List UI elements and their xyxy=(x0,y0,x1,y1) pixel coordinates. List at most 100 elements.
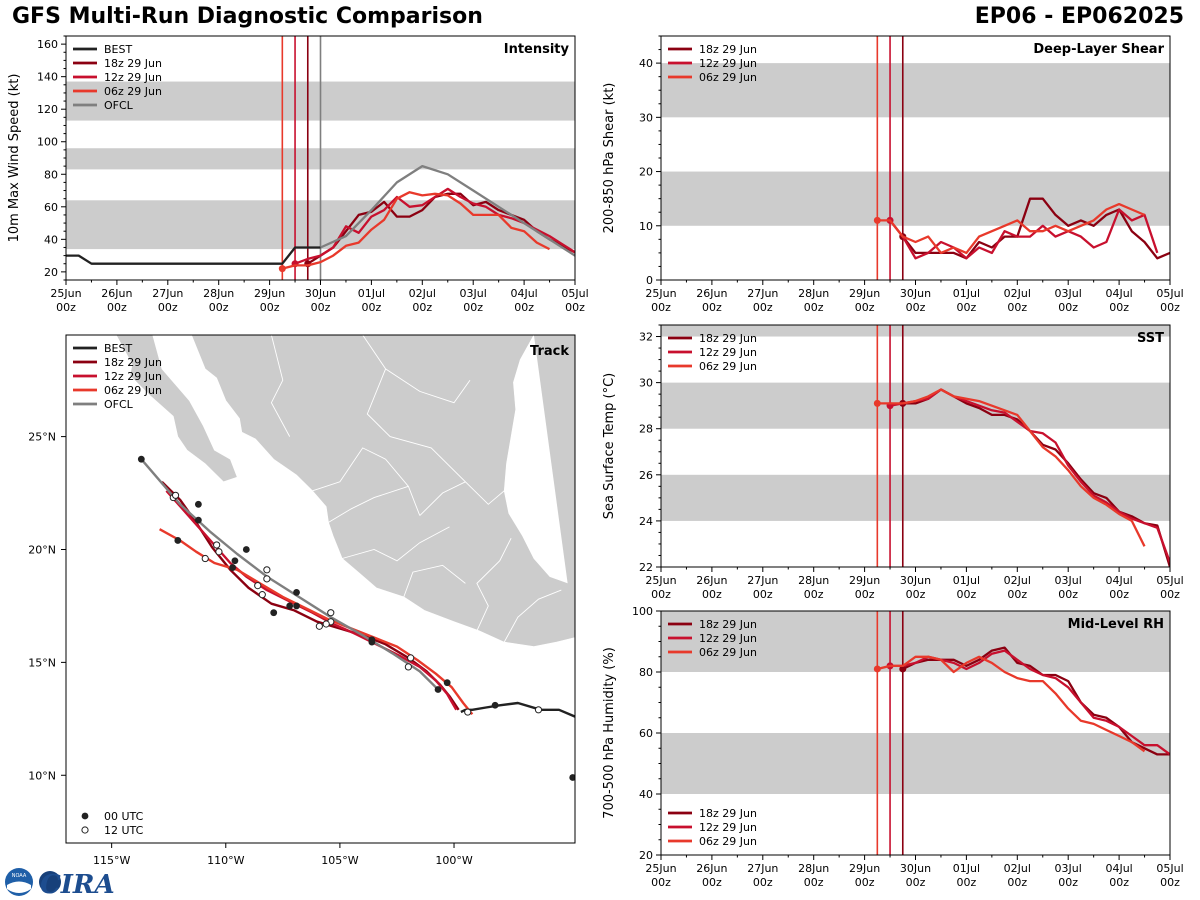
shear-xtick-date: 26Jun xyxy=(696,287,727,300)
cira-logo-text: CIRA xyxy=(40,870,114,898)
intensity-xtick-date: 27Jun xyxy=(152,287,183,300)
rh-xtick-hour: 00z xyxy=(651,876,671,889)
rh-xtick-hour: 00z xyxy=(1109,876,1129,889)
shear-xtick-hour: 00z xyxy=(702,301,722,314)
sst-xtick-date: 26Jun xyxy=(696,574,727,587)
sst-legend-label: 06z 29 Jun xyxy=(699,360,757,373)
shear-ytick-label: 0 xyxy=(646,274,653,287)
track-state-border xyxy=(476,537,512,631)
intensity-xtick-date: 29Jun xyxy=(254,287,285,300)
track-point-00z xyxy=(286,602,294,610)
sst-xtick-date: 27Jun xyxy=(747,574,778,587)
intensity-ytick-label: 20 xyxy=(44,266,58,279)
track-ytick-label: 15°N xyxy=(28,656,56,669)
track-marker-legend-label: 12 UTC xyxy=(104,824,144,837)
rh-series-2 xyxy=(877,655,1146,753)
track-land xyxy=(115,335,238,483)
sst-xtick-date: 03Jul xyxy=(1055,574,1082,587)
shear-panel: 01020304025Jun00z26Jun00z27Jun00z28Jun00… xyxy=(602,35,1184,314)
sst-xtick-hour: 00z xyxy=(1058,588,1078,601)
rh-xtick-hour: 00z xyxy=(1007,876,1027,889)
rh-legend-label: 06z 29 Jun xyxy=(699,835,757,848)
intensity-xtick-date: 28Jun xyxy=(203,287,234,300)
shear-xtick-date: 29Jun xyxy=(849,287,880,300)
rh-xtick-hour: 00z xyxy=(753,876,773,889)
intensity-ylabel: 10m Max Wind Speed (kt) xyxy=(7,74,22,243)
intensity-ytick-label: 140 xyxy=(37,71,58,84)
track-legend-00z-marker xyxy=(81,812,89,820)
track-point-12z xyxy=(213,541,221,549)
track-point-00z xyxy=(194,516,202,524)
rh-init-point xyxy=(899,665,907,673)
track-ytick-label: 20°N xyxy=(28,543,56,556)
rh-xtick-date: 05Jul xyxy=(1156,862,1183,875)
track-state-border xyxy=(270,335,291,437)
shear-xtick-hour: 00z xyxy=(906,301,926,314)
intensity-xtick-date: 05Jul xyxy=(561,287,588,300)
track-point-12z xyxy=(404,663,412,671)
shear-xtick-date: 04Jul xyxy=(1105,287,1132,300)
intensity-ytick-label: 100 xyxy=(37,136,58,149)
track-point-12z xyxy=(327,609,335,617)
shear-series-0 xyxy=(901,197,1170,260)
track-state-border xyxy=(328,485,409,523)
shear-legend-label: 12z 29 Jun xyxy=(699,57,757,70)
rh-title: Mid-Level RH xyxy=(1068,617,1164,632)
rh-xtick-date: 02Jul xyxy=(1004,862,1031,875)
track-point-12z xyxy=(258,591,266,599)
track-legend-label: 12z 29 Jun xyxy=(104,370,162,383)
intensity-xtick-date: 02Jul xyxy=(409,287,436,300)
rh-xtick-date: 01Jul xyxy=(953,862,980,875)
rh-init-point xyxy=(873,665,881,673)
rh-xtick-hour: 00z xyxy=(855,876,875,889)
intensity-xtick-hour: 00z xyxy=(412,301,432,314)
track-point-12z xyxy=(201,554,209,563)
track-point-00z xyxy=(242,546,250,553)
sst-ytick-label: 32 xyxy=(639,331,653,344)
sst-xtick-hour: 00z xyxy=(906,588,926,601)
rh-xtick-date: 27Jun xyxy=(747,862,778,875)
intensity-xtick-hour: 00z xyxy=(463,301,483,314)
sst-xtick-hour: 00z xyxy=(1007,588,1027,601)
track-marker-legend-label: 00 UTC xyxy=(104,810,144,823)
shear-xtick-date: 01Jul xyxy=(953,287,980,300)
track-point-00z xyxy=(231,557,239,565)
intensity-xtick-date: 30Jun xyxy=(305,287,336,300)
rh-xtick-date: 25Jun xyxy=(645,862,676,875)
intensity-panel: 2040608010012014016025Jun00z26Jun00z27Ju… xyxy=(7,35,589,314)
shear-series-2 xyxy=(877,202,1145,255)
cira-globe-icon xyxy=(39,871,61,893)
track-state-border xyxy=(366,368,466,483)
sst-title: SST xyxy=(1137,331,1164,346)
rh-ytick-label: 80 xyxy=(639,666,653,679)
rh-xtick-date: 26Jun xyxy=(696,862,727,875)
track-xtick-label: 105°W xyxy=(321,854,358,867)
sst-xtick-hour: 00z xyxy=(702,588,722,601)
intensity-xtick-hour: 00z xyxy=(158,301,178,314)
track-legend-12z-marker xyxy=(81,826,89,834)
rh-xtick-date: 28Jun xyxy=(798,862,829,875)
rh-ytick-label: 20 xyxy=(639,849,653,862)
shear-band xyxy=(661,63,1170,118)
shear-xtick-hour: 00z xyxy=(1109,301,1129,314)
rh-xtick-hour: 00z xyxy=(906,876,926,889)
sst-band xyxy=(661,382,1170,429)
sst-ytick-label: 30 xyxy=(639,377,653,390)
sst-legend-label: 12z 29 Jun xyxy=(699,346,757,359)
sst-panel: 22242628303225Jun00z26Jun00z27Jun00z28Ju… xyxy=(602,324,1184,601)
sst-xtick-hour: 00z xyxy=(804,588,824,601)
shear-ytick-label: 30 xyxy=(639,111,653,124)
track-legend-label: OFCL xyxy=(104,398,134,411)
track-state-border xyxy=(312,447,421,516)
track-point-12z xyxy=(407,654,415,662)
track-ytick-label: 25°N xyxy=(28,431,56,444)
track-legend-label: BEST xyxy=(104,342,132,355)
sst-ytick-label: 22 xyxy=(639,561,653,574)
track-xtick-label: 100°W xyxy=(435,854,472,867)
sst-xtick-date: 29Jun xyxy=(849,574,880,587)
intensity-xtick-hour: 00z xyxy=(311,301,331,314)
intensity-xtick-date: 25Jun xyxy=(50,287,81,300)
shear-xtick-date: 28Jun xyxy=(798,287,829,300)
track-legend-label: 06z 29 Jun xyxy=(104,384,162,397)
track-panel: 115°W 110°W 105°W 100°W 10°N 15°N 20°N 25°N Trac… xyxy=(28,334,576,867)
